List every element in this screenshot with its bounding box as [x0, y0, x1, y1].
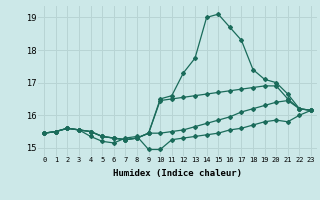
X-axis label: Humidex (Indice chaleur): Humidex (Indice chaleur) [113, 169, 242, 178]
